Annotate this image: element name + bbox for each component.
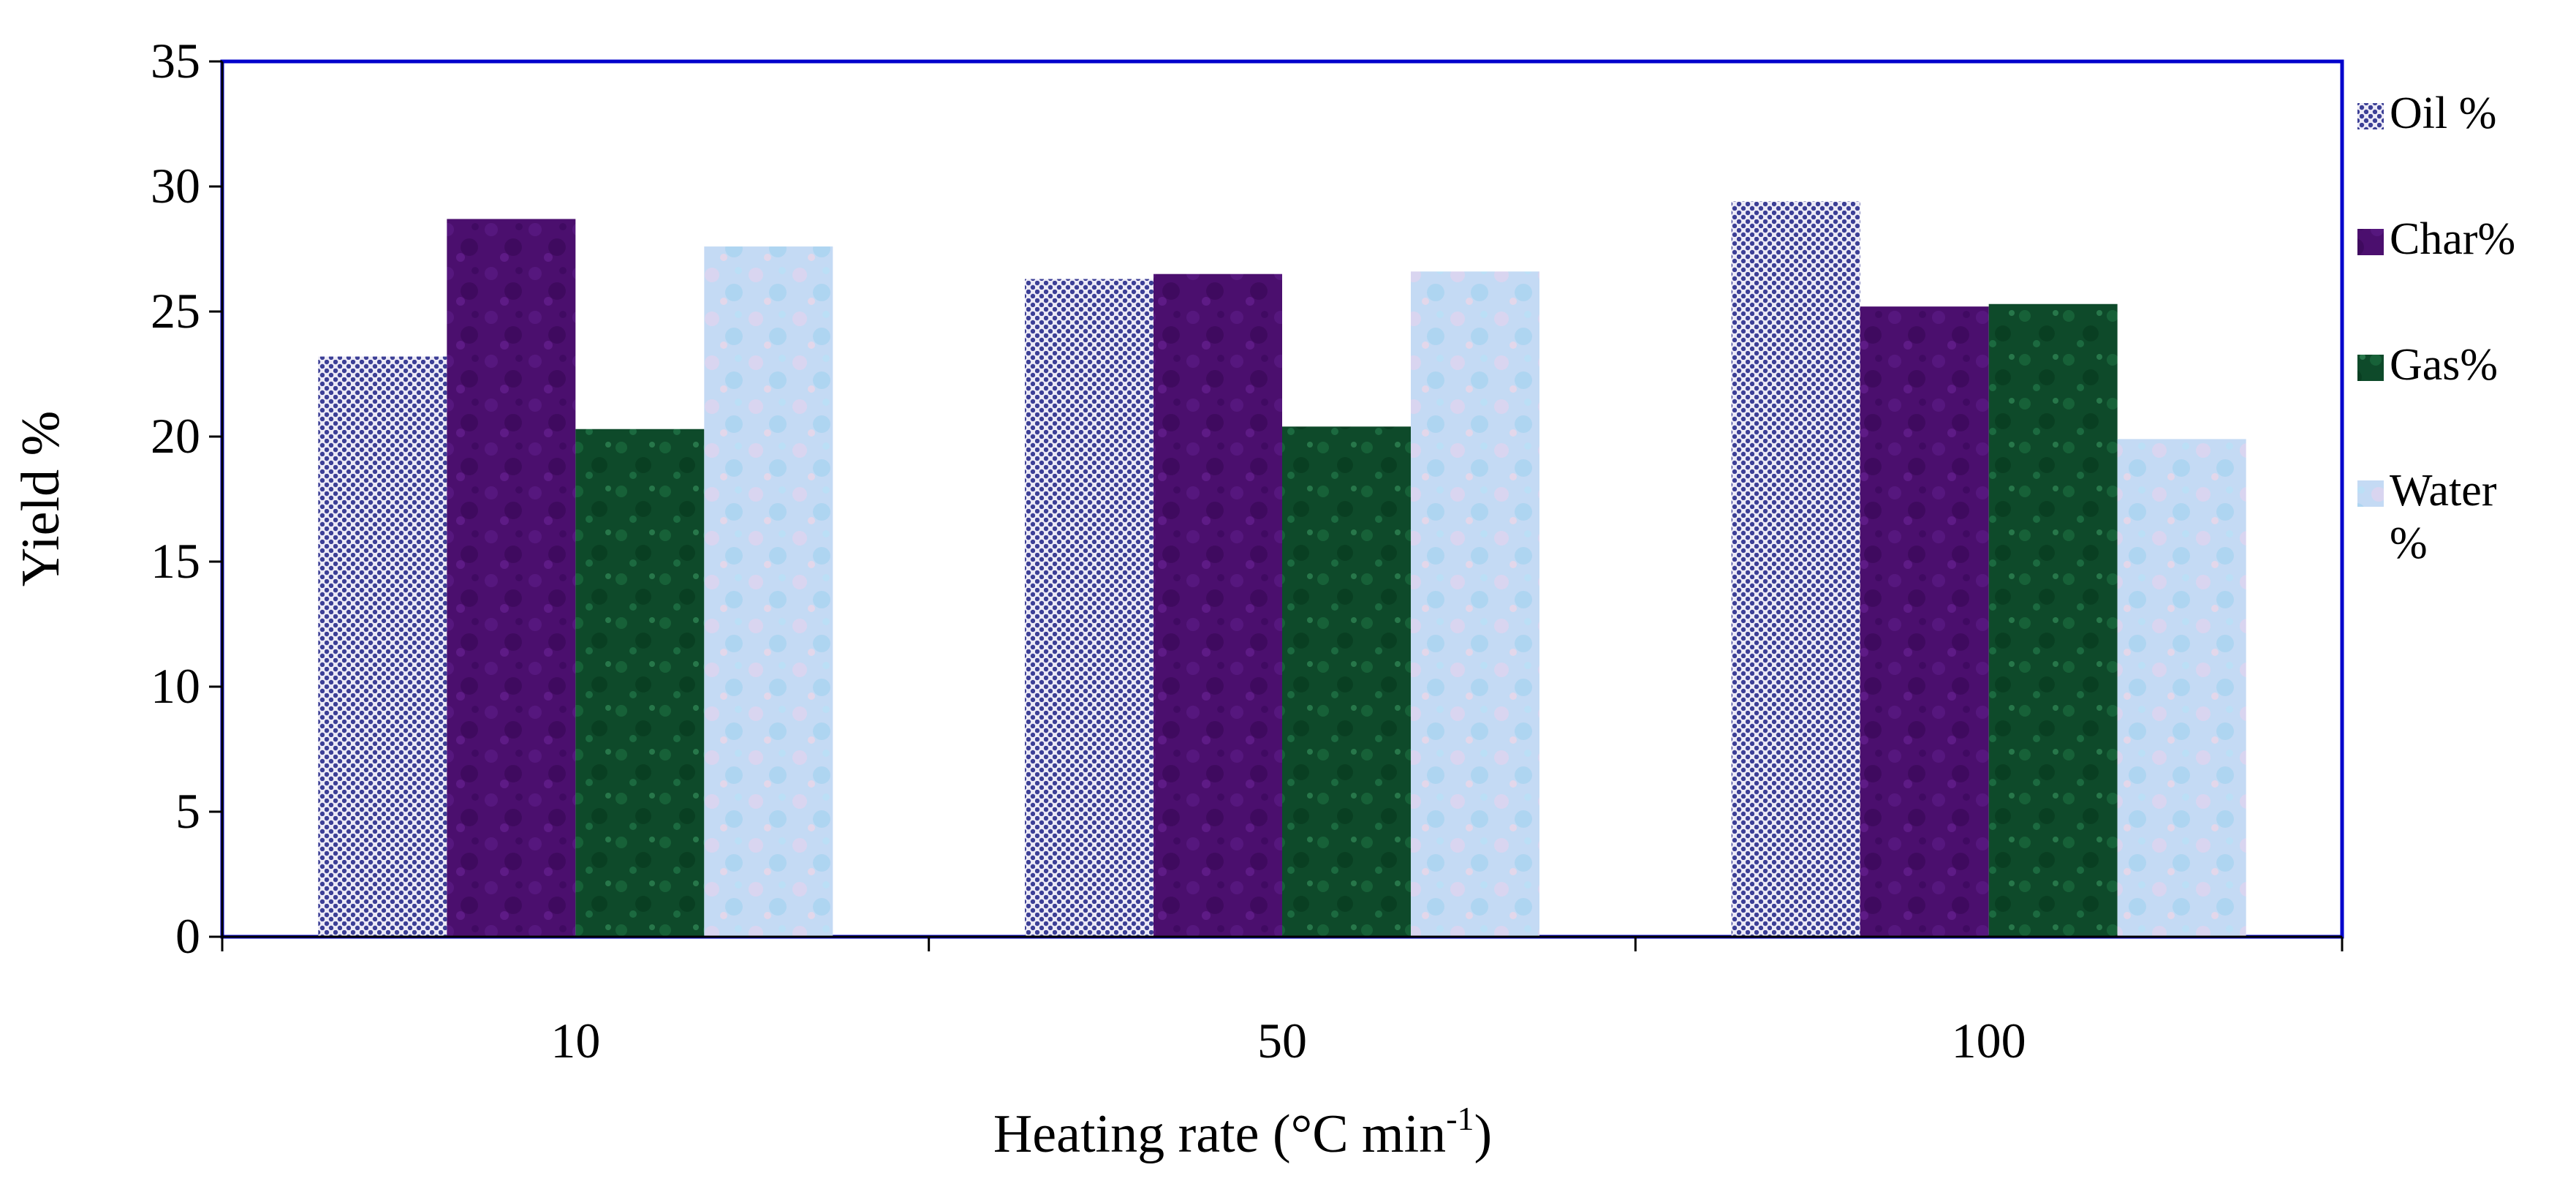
x-axis-title-main: Heating rate (°C min (993, 1104, 1446, 1164)
bar-char-10 (447, 219, 576, 937)
bar-gas-10 (575, 429, 705, 937)
bar-oil-50 (1025, 279, 1153, 937)
bars-group (318, 201, 2246, 937)
y-tick-label-35: 35 (151, 33, 200, 88)
x-axis-title: Heating rate (°C min-1) (993, 1100, 1492, 1164)
legend-swatch-gas (2357, 355, 2384, 381)
bar-oil-100 (1731, 201, 1860, 937)
legend: Oil % Char% Gas% Water% (2357, 88, 2515, 568)
y-axis-title: Yield % (11, 411, 71, 586)
legend-swatch-water (2357, 480, 2384, 507)
legend-swatch-oil (2357, 103, 2384, 129)
bar-gas-100 (1988, 303, 2118, 937)
bar-water-10 (704, 246, 833, 937)
x-tick-label-50: 50 (1257, 1013, 1307, 1068)
x-tick-label-10: 10 (550, 1013, 600, 1068)
legend-label-char: Char% (2390, 214, 2515, 264)
y-tick-label-20: 20 (151, 408, 200, 464)
y-tick-label-30: 30 (151, 158, 200, 214)
legend-label-oil: Oil % (2390, 88, 2496, 138)
bar-char-100 (1860, 306, 1989, 937)
axes-group: 0 5 10 15 20 25 30 35 10 50 100 (151, 33, 2344, 1068)
legend-swatch-char (2357, 229, 2384, 255)
x-axis-title-suffix: ) (1474, 1104, 1493, 1164)
legend-label-water: Water% (2390, 466, 2497, 568)
y-tick-label-5: 5 (175, 783, 200, 839)
y-tick-label-15: 15 (151, 533, 200, 589)
bar-water-50 (1411, 271, 1539, 937)
y-tick-label-0: 0 (175, 908, 200, 964)
x-axis-title-superscript: -1 (1446, 1100, 1474, 1137)
x-tick-label-100: 100 (1952, 1013, 2026, 1068)
y-tick-label-25: 25 (151, 283, 200, 339)
legend-label-gas: Gas% (2390, 340, 2498, 390)
bar-char-50 (1153, 273, 1282, 937)
y-tick-label-10: 10 (151, 658, 200, 714)
bar-water-100 (2117, 439, 2246, 937)
bar-oil-10 (318, 356, 447, 937)
bar-gas-50 (1282, 426, 1411, 937)
